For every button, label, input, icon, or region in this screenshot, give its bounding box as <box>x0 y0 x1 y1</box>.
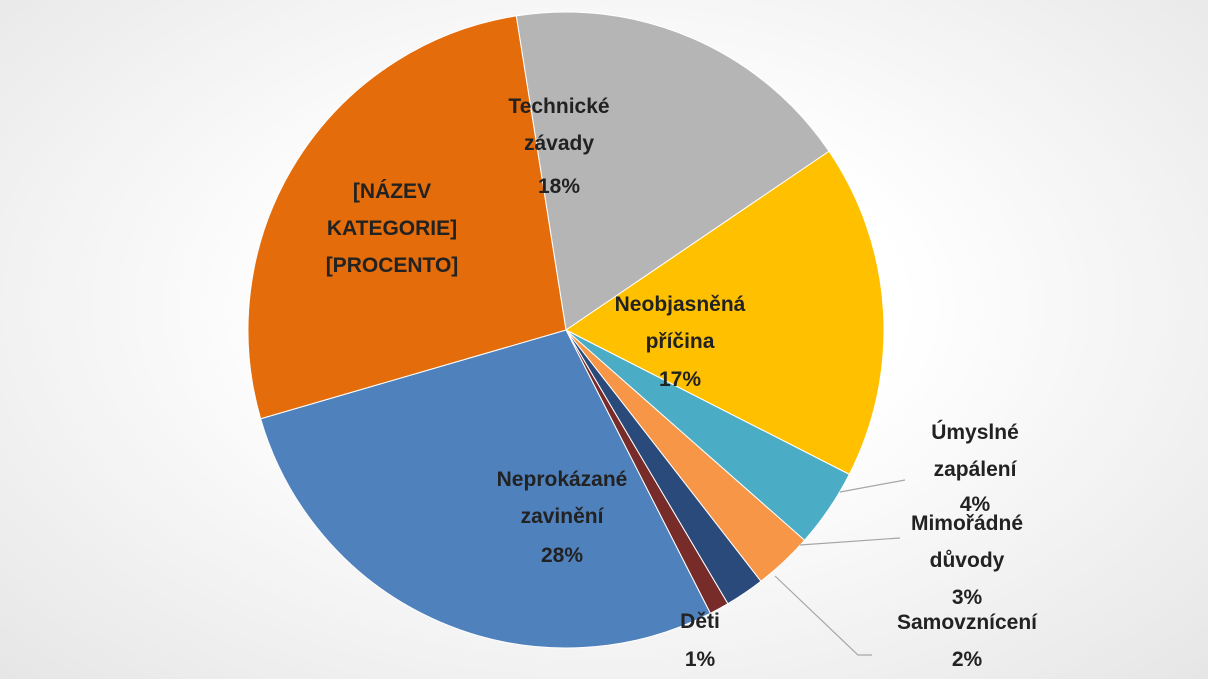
slice-value-label: 17% <box>658 368 702 391</box>
pie-slice <box>247 15 567 420</box>
leader-line <box>774 575 872 656</box>
slice-value-label: 4% <box>959 493 991 516</box>
pie-slice <box>260 329 712 649</box>
slice-value-label: 3% <box>951 586 983 609</box>
slice-category-label: [NÁZEV KATEGORIE] <box>326 180 458 240</box>
slice-category-label: Samovznícení <box>896 611 1038 634</box>
slice-value-label: [PROCENTO] <box>325 254 459 277</box>
leader-line <box>799 537 901 546</box>
slice-category-label: Neprokázané zavinění <box>496 468 628 528</box>
slice-category-label: Děti <box>680 610 720 633</box>
pie-slice <box>515 11 830 331</box>
pie-slice <box>565 150 885 476</box>
slice-category-label: Neobjasněná příčina <box>614 293 746 353</box>
slice-category-label: Úmyslné zapálení <box>931 421 1019 481</box>
slice-category-label: Technické závady <box>508 95 610 155</box>
slice-value-label: 18% <box>537 175 581 198</box>
slice-value-label: 1% <box>684 648 716 671</box>
slice-value-label: 2% <box>951 648 983 671</box>
leader-line <box>839 479 906 493</box>
slice-value-label: 28% <box>540 544 584 567</box>
slice-category-label: Mimořádné důvody <box>910 512 1023 572</box>
